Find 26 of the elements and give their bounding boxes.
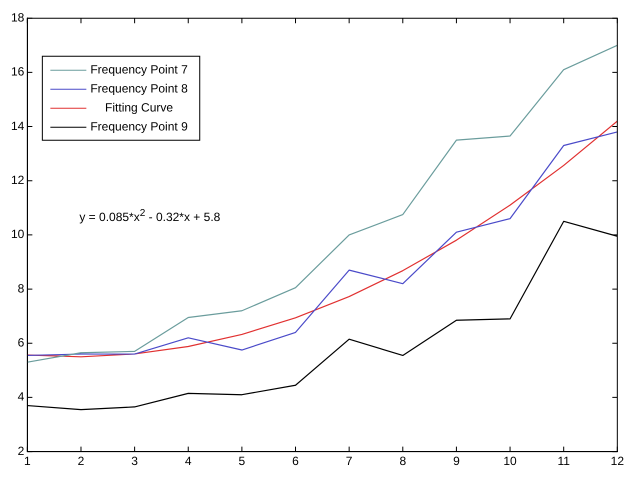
y-tick-label: 14: [10, 118, 25, 133]
x-tick-label: 9: [453, 454, 460, 468]
x-tick-label: 1: [24, 454, 32, 468]
y-tick-label: 6: [18, 336, 25, 350]
x-tick-label: 2: [78, 454, 85, 468]
legend-label: Fitting Curve: [105, 100, 174, 115]
y-tick-label: 8: [18, 281, 25, 296]
x-tick-label: 6: [292, 454, 300, 468]
y-tick-label: 4: [18, 390, 25, 404]
legend-label: Frequency Point 7: [90, 62, 188, 77]
legend-label: Frequency Point 9: [90, 120, 188, 134]
x-tick-label: 11: [557, 454, 570, 468]
y-tick-label: 16: [10, 64, 25, 79]
x-tick-label: 7: [346, 454, 353, 468]
x-tick-label: 8: [399, 454, 406, 468]
annotation: y = 0.085*x$^{2}$ - 0.32*x + 5.8: [79, 208, 220, 224]
y-tick-label: 12: [10, 173, 25, 188]
x-tick-label: 4: [184, 454, 192, 468]
legend-label: Frequency Point 8: [90, 82, 188, 96]
x-tick-label: 12: [610, 454, 624, 468]
y-tick-label: 10: [10, 227, 25, 242]
y-tick-label: 18: [10, 10, 25, 25]
x-tick-label: 5: [238, 454, 246, 468]
x-tick-label: 10: [503, 454, 518, 468]
x-tick-label: 3: [131, 454, 138, 468]
y-tick-label: 2: [18, 444, 25, 458]
